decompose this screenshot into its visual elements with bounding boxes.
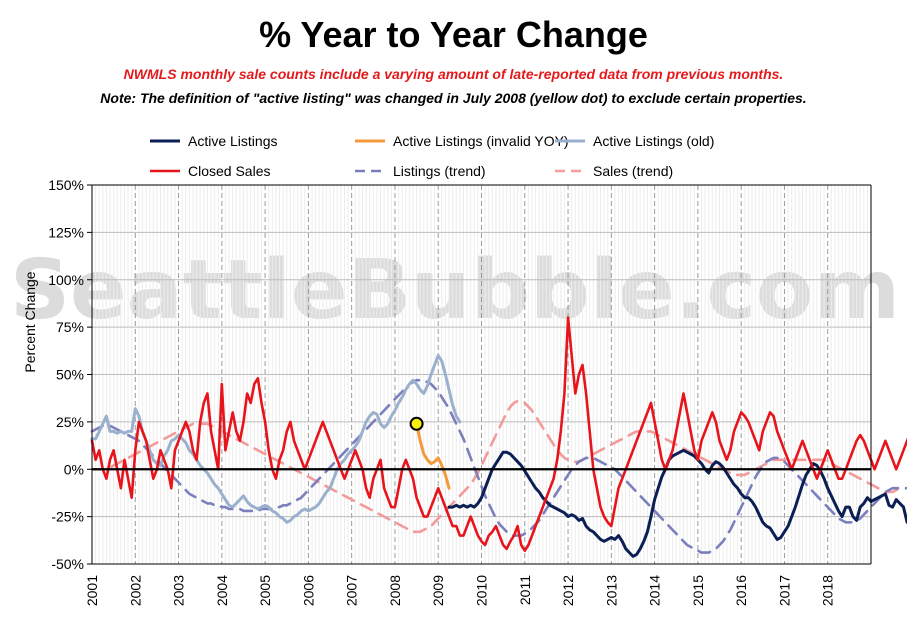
y-tick-label: 75%: [56, 319, 84, 335]
y-tick-label: -25%: [51, 509, 84, 525]
legend-label-closed: Closed Sales: [188, 163, 271, 179]
y-tick-label: 125%: [48, 224, 84, 240]
x-tick-label: 2011: [517, 575, 533, 605]
x-tick-label: 2001: [84, 575, 100, 606]
chart-subtitle-warning: NWMLS monthly sale counts include a vary…: [123, 66, 784, 82]
y-tick-label: 0%: [64, 461, 84, 477]
x-tick-label: 2012: [560, 575, 576, 606]
series-line-active: [447, 448, 907, 558]
chart-title: % Year to Year Change: [259, 14, 648, 55]
x-tick-label: 2007: [344, 575, 360, 606]
y-tick-label: 50%: [56, 367, 84, 383]
y-tick-label: 100%: [48, 272, 84, 288]
legend-label-active-invalid: Active Listings (invalid YOY): [393, 133, 569, 149]
x-tick-label: 2018: [820, 575, 836, 606]
x-tick-label: 2004: [214, 575, 230, 606]
x-tick-label: 2010: [474, 575, 490, 606]
x-tick-label: 2017: [776, 575, 792, 606]
legend: Active Listings Active Listings (invalid …: [150, 133, 714, 179]
legend-label-listings-trend: Listings (trend): [393, 163, 486, 179]
legend-label-active: Active Listings: [188, 133, 277, 149]
y-tick-label: 25%: [56, 414, 84, 430]
x-tick-label: 2014: [647, 575, 663, 606]
x-tick-label: 2006: [300, 575, 316, 606]
x-tick-label: 2016: [733, 575, 749, 606]
legend-label-sales-trend: Sales (trend): [593, 163, 673, 179]
x-tick-label: 2009: [430, 575, 446, 606]
series-line-active-invalid: [415, 422, 451, 490]
x-tick-label: 2015: [690, 575, 706, 606]
series-line-closed: [90, 316, 907, 553]
x-tick-label: 2005: [257, 575, 273, 606]
definition-change-marker: [409, 416, 424, 431]
series-lines: [90, 316, 907, 558]
series-line-sales-trend: [90, 399, 902, 534]
y-axis-label: Percent Change: [22, 271, 38, 372]
y-tick-label: -50%: [51, 556, 84, 572]
x-tick-label: 2013: [603, 575, 619, 606]
y-tick-label: 150%: [48, 177, 84, 193]
chart-subtitle-note: Note: The definition of "active listing"…: [100, 90, 807, 106]
x-tick-label: 2003: [171, 575, 187, 606]
series-line-active-old: [90, 354, 462, 524]
x-tick-label: 2002: [127, 575, 143, 606]
axes: 150% 125% 100% 75% 50% 25% 0% -25% -50%2001 2002 2…: [48, 177, 872, 606]
x-tick-label: 2008: [387, 575, 403, 606]
legend-label-active-old: Active Listings (old): [593, 133, 714, 149]
